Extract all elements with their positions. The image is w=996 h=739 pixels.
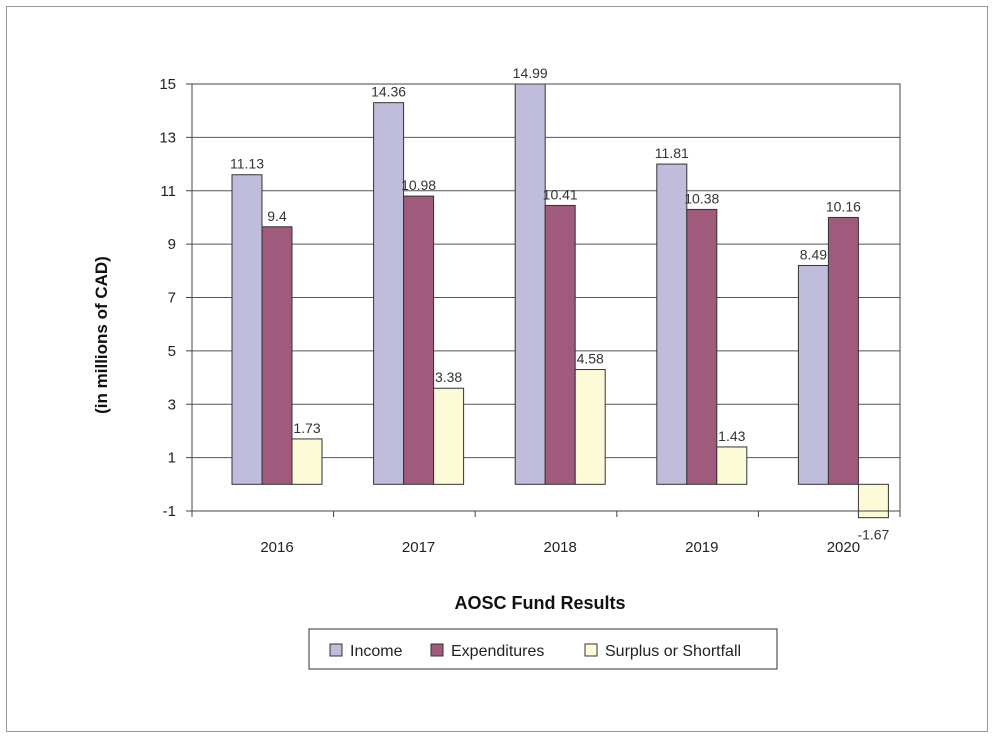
bar [231,174,263,485]
legend-label-income: Income [350,643,403,660]
y-tick-label: 9 [168,236,176,253]
legend-swatch-income [329,643,343,657]
y-tick-label: 5 [168,343,176,360]
bar [656,163,688,485]
y-tick-label: 1 [168,450,176,467]
x-tick-label: 2016 [260,539,293,556]
legend-swatch-expenditures [430,643,444,657]
y-axis-label: (in millions of CAD) [92,256,111,414]
bar [686,208,718,485]
legend-swatch-surplus [584,643,598,657]
data-label: 10.16 [826,198,861,214]
x-tick-label: 2019 [685,539,718,556]
x-tick-label: 2017 [402,539,435,556]
data-label: 11.13 [230,156,264,172]
bars [231,83,889,519]
data-label: 1.43 [718,428,745,444]
legend-label-surplus: Surplus or Shortfall [605,643,741,660]
x-tick-label: 2018 [544,539,577,556]
legend-label-expenditures: Expenditures [451,643,544,660]
data-label: -1.67 [857,527,889,543]
data-label: 11.81 [655,145,689,161]
data-label: 8.49 [800,246,827,262]
data-label: 14.36 [371,84,406,100]
chart-frame [6,6,988,732]
x-tick-label: 2020 [827,539,860,556]
y-tick-label: 13 [159,129,176,146]
data-label: 3.38 [435,369,462,385]
bar [797,264,829,485]
bar [514,83,546,485]
chart-title: AOSC Fund Results [454,593,625,613]
bar [261,226,293,485]
bar [574,369,606,485]
y-tick-label: 7 [168,290,176,307]
bar [827,216,859,485]
data-label: 10.41 [543,186,578,202]
data-labels: 11.13 14.36 14.99 11.81 8.49 9.4 10.98 10.41 10.… [230,65,890,543]
data-label: 4.58 [577,351,604,367]
axes [186,83,901,517]
y-tick-label: -1 [163,503,176,520]
x-tick-labels: 2016 2017 2018 2019 2020 [260,539,860,556]
bar [544,204,576,485]
data-label: 9.4 [267,208,287,224]
y-tick-labels: 15 13 11 9 7 5 3 1 -1 [159,76,176,520]
bar [403,195,435,485]
data-label: 10.38 [684,190,719,206]
y-tick-label: 15 [159,76,176,93]
y-tick-label: 3 [168,396,176,413]
data-label: 1.73 [293,420,320,436]
bar [857,483,889,519]
y-tick-label: 11 [160,183,176,200]
bar [373,102,405,485]
bar [716,446,748,485]
legend-box [308,628,778,670]
data-label: 10.98 [401,177,436,193]
bar [291,438,323,485]
bar [433,387,465,485]
data-label: 14.99 [513,65,548,81]
legend: Income Expenditures Surplus or Shortfall [308,628,778,670]
